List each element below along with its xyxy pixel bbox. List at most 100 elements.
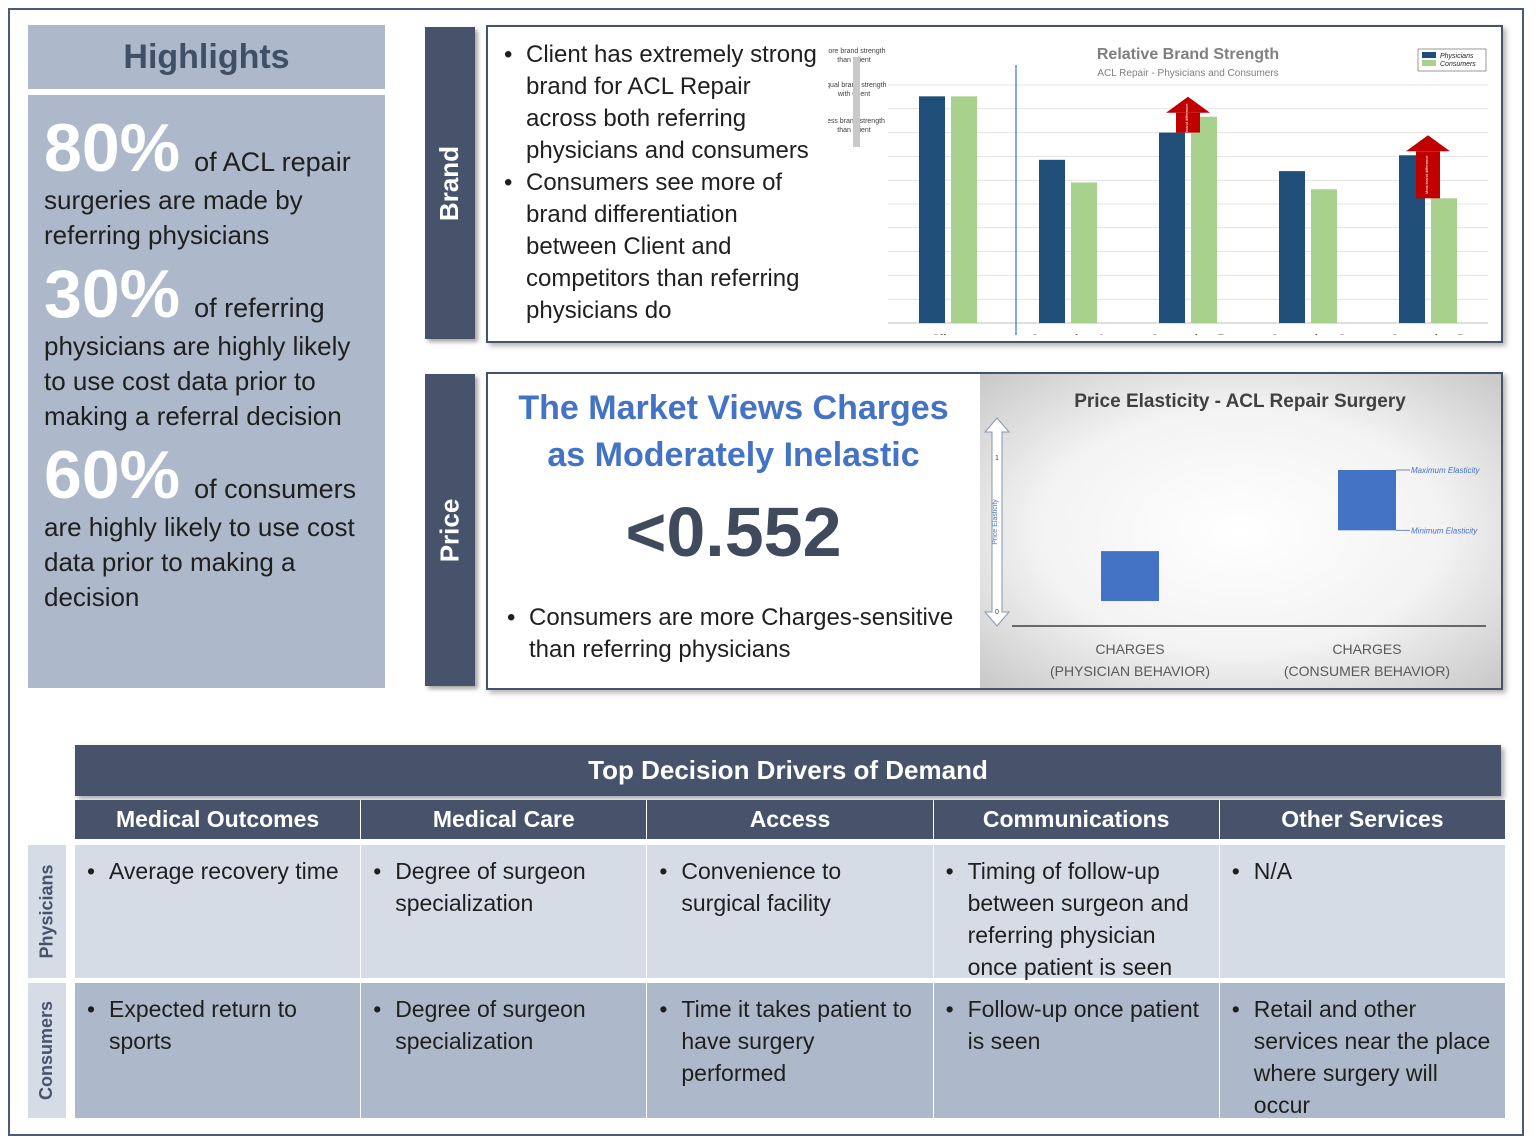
price-elasticity-chart: Price Elasticity - ACL Repair Surgery 1 0 P…	[983, 391, 1486, 679]
bar-physicians-competitor-c	[1279, 171, 1305, 323]
bar-consumers-competitor-c	[1311, 189, 1337, 323]
elasticity-range-bar-2	[1338, 470, 1396, 531]
page-frame	[8, 8, 1524, 1136]
bar-consumers-client	[951, 96, 977, 323]
elasticity-range-bar-1	[1101, 551, 1159, 602]
cell-bullet: Timing of follow-up between surgeon and …	[946, 855, 1209, 983]
highlight-stat-3: 60% of consumers are highly likely to use…	[44, 440, 385, 615]
arrow-shaft	[1416, 151, 1440, 199]
arrow-shaft	[1176, 112, 1200, 133]
stat-text: are highly likely to use cost data prior…	[44, 512, 355, 612]
table-cell: Follow-up once patient is seen	[933, 983, 1219, 1118]
arrow-label: Less brand difference	[1184, 103, 1189, 142]
legend-swatch-consumers	[1422, 60, 1436, 66]
price-headline: The Market Views Charges as Moderately I…	[487, 385, 980, 479]
row-label-physicians: Physicians	[28, 845, 66, 978]
row-label-consumers: Consumers	[28, 983, 66, 1118]
cell-bullets: Convenience to surgical facility	[659, 855, 922, 919]
drivers-table-title: Top Decision Drivers of Demand	[75, 745, 1501, 796]
column-header-communications: Communications	[933, 800, 1219, 839]
highlights-title: Highlights	[28, 25, 385, 89]
scale-arrow-shaft	[853, 57, 860, 147]
chart-title: Relative Brand Strength	[1097, 46, 1279, 63]
cell-bullets: Degree of surgeon specialization	[373, 855, 636, 919]
stat-lead: of ACL repair	[194, 147, 351, 177]
cell-bullets: Timing of follow-up between surgeon and …	[946, 855, 1209, 983]
row-label-text: Physicians	[36, 864, 57, 959]
x-tick-label: CHARGES (CONSUMER BEHAVIOR)	[1284, 641, 1450, 679]
legend-swatch-physicians	[1422, 52, 1436, 58]
brand-strength-chart: Relative Brand Strength ACL Repair - Phys…	[828, 46, 1488, 335]
cell-bullets: N/A	[1232, 855, 1495, 887]
brand-tab: Brand	[425, 27, 475, 339]
cell-bullets: Time it takes patient to have surgery pe…	[659, 993, 922, 1089]
bar-consumers-competitor-a	[1071, 182, 1097, 323]
cell-bullet: Degree of surgeon specialization	[373, 993, 636, 1057]
range-label-max: Maximum Elasticity	[1411, 466, 1480, 475]
arrow-head	[1406, 135, 1450, 152]
cell-bullet: Expected return to sports	[87, 993, 350, 1057]
stat-text: physicians are highly likely to use cost…	[44, 331, 351, 431]
highlight-stat-1: 80% of ACL repair surgeries are made by r…	[44, 113, 385, 253]
cell-bullet: Follow-up once patient is seen	[946, 993, 1209, 1057]
y-tick-label: 0	[995, 609, 999, 616]
table-cell: Expected return to sports	[75, 983, 361, 1118]
y-axis-label: Price Elasticity	[992, 499, 999, 545]
cell-bullet: Time it takes patient to have surgery pe…	[659, 993, 922, 1089]
stat-lead: of referring	[194, 293, 325, 323]
brand-tab-label: Brand	[434, 145, 465, 221]
table-cell: Degree of surgeon specialization	[361, 845, 647, 978]
table-cell: Retail and other services near the place…	[1219, 983, 1505, 1121]
row-label-text: Consumers	[36, 1000, 57, 1101]
bar-physicians-competitor-a	[1039, 159, 1065, 323]
column-header-access: Access	[647, 800, 933, 839]
stat-text: surgeries are made by referring physicia…	[44, 185, 303, 250]
column-header-medical-outcomes: Medical Outcomes	[75, 800, 361, 839]
cell-bullet: Retail and other services near the place…	[1232, 993, 1495, 1121]
price-headline-line2: as Moderately Inelastic	[547, 436, 920, 474]
brand-bullets: Client has extremely strong brand for AC…	[504, 39, 824, 327]
table-cell: Convenience to surgical facility	[647, 845, 933, 978]
brand-bullet: Client has extremely strong brand for AC…	[504, 39, 824, 167]
price-tab-label: Price	[434, 498, 465, 562]
bar-consumers-competitor-b	[1191, 116, 1217, 323]
column-header-medical-care: Medical Care	[361, 800, 647, 839]
x-tick-label: CHARGES (PHYSICIAN BEHAVIOR)	[1050, 641, 1210, 679]
x-tick-label: Competitor A	[1030, 332, 1106, 335]
table-cell: Time it takes patient to have surgery pe…	[647, 983, 933, 1118]
price-bullets: Consumers are more Charges-sensitive tha…	[507, 602, 967, 666]
legend-label-physicians: Physicians	[1440, 53, 1474, 60]
brand-bullet: Consumers see more of brand differentiat…	[504, 167, 824, 327]
price-elasticity-value: <0.552	[625, 493, 842, 571]
table-cell: Timing of follow-up between surgeon and …	[933, 845, 1219, 980]
bar-consumers-competitor-d	[1431, 198, 1457, 323]
price-bullet: Consumers are more Charges-sensitive tha…	[507, 602, 967, 666]
bar-physicians-client	[919, 96, 945, 323]
chart-subtitle: ACL Repair - Physicians and Consumers	[1097, 68, 1278, 79]
arrow-label: Most brand difference	[1424, 155, 1429, 194]
legend-label-consumers: Consumers	[1440, 61, 1476, 68]
y-tick-label: 1	[995, 455, 999, 462]
range-label-min: Minimum Elasticity	[1411, 526, 1478, 535]
cell-bullet: Convenience to surgical facility	[659, 855, 922, 919]
stat-value: 80%	[44, 110, 181, 186]
arrow-head	[1166, 96, 1210, 113]
cell-bullets: Expected return to sports	[87, 993, 350, 1057]
table-cell: N/A	[1219, 845, 1505, 978]
brand-panel: Client has extremely strong brand for AC…	[486, 25, 1503, 343]
column-header-other-services: Other Services	[1219, 800, 1505, 839]
price-elasticity-chart-area: Price Elasticity - ACL Repair Surgery 1 0 P…	[980, 374, 1501, 688]
table-cell: Average recovery time	[75, 845, 361, 978]
stat-lead: of consumers	[194, 474, 357, 504]
price-tab: Price	[425, 374, 475, 686]
cell-bullets: Degree of surgeon specialization	[373, 993, 636, 1057]
cell-bullet: N/A	[1232, 855, 1495, 887]
brand-difference-arrow: Less brand difference	[1166, 96, 1210, 142]
cell-bullet: Average recovery time	[87, 855, 350, 887]
stat-value: 30%	[44, 256, 181, 332]
cell-bullet: Degree of surgeon specialization	[373, 855, 636, 919]
stat-value: 60%	[44, 437, 181, 513]
price-headline-line1: The Market Views Charges	[518, 389, 949, 427]
brand-difference-arrow: Most brand difference	[1406, 135, 1450, 199]
